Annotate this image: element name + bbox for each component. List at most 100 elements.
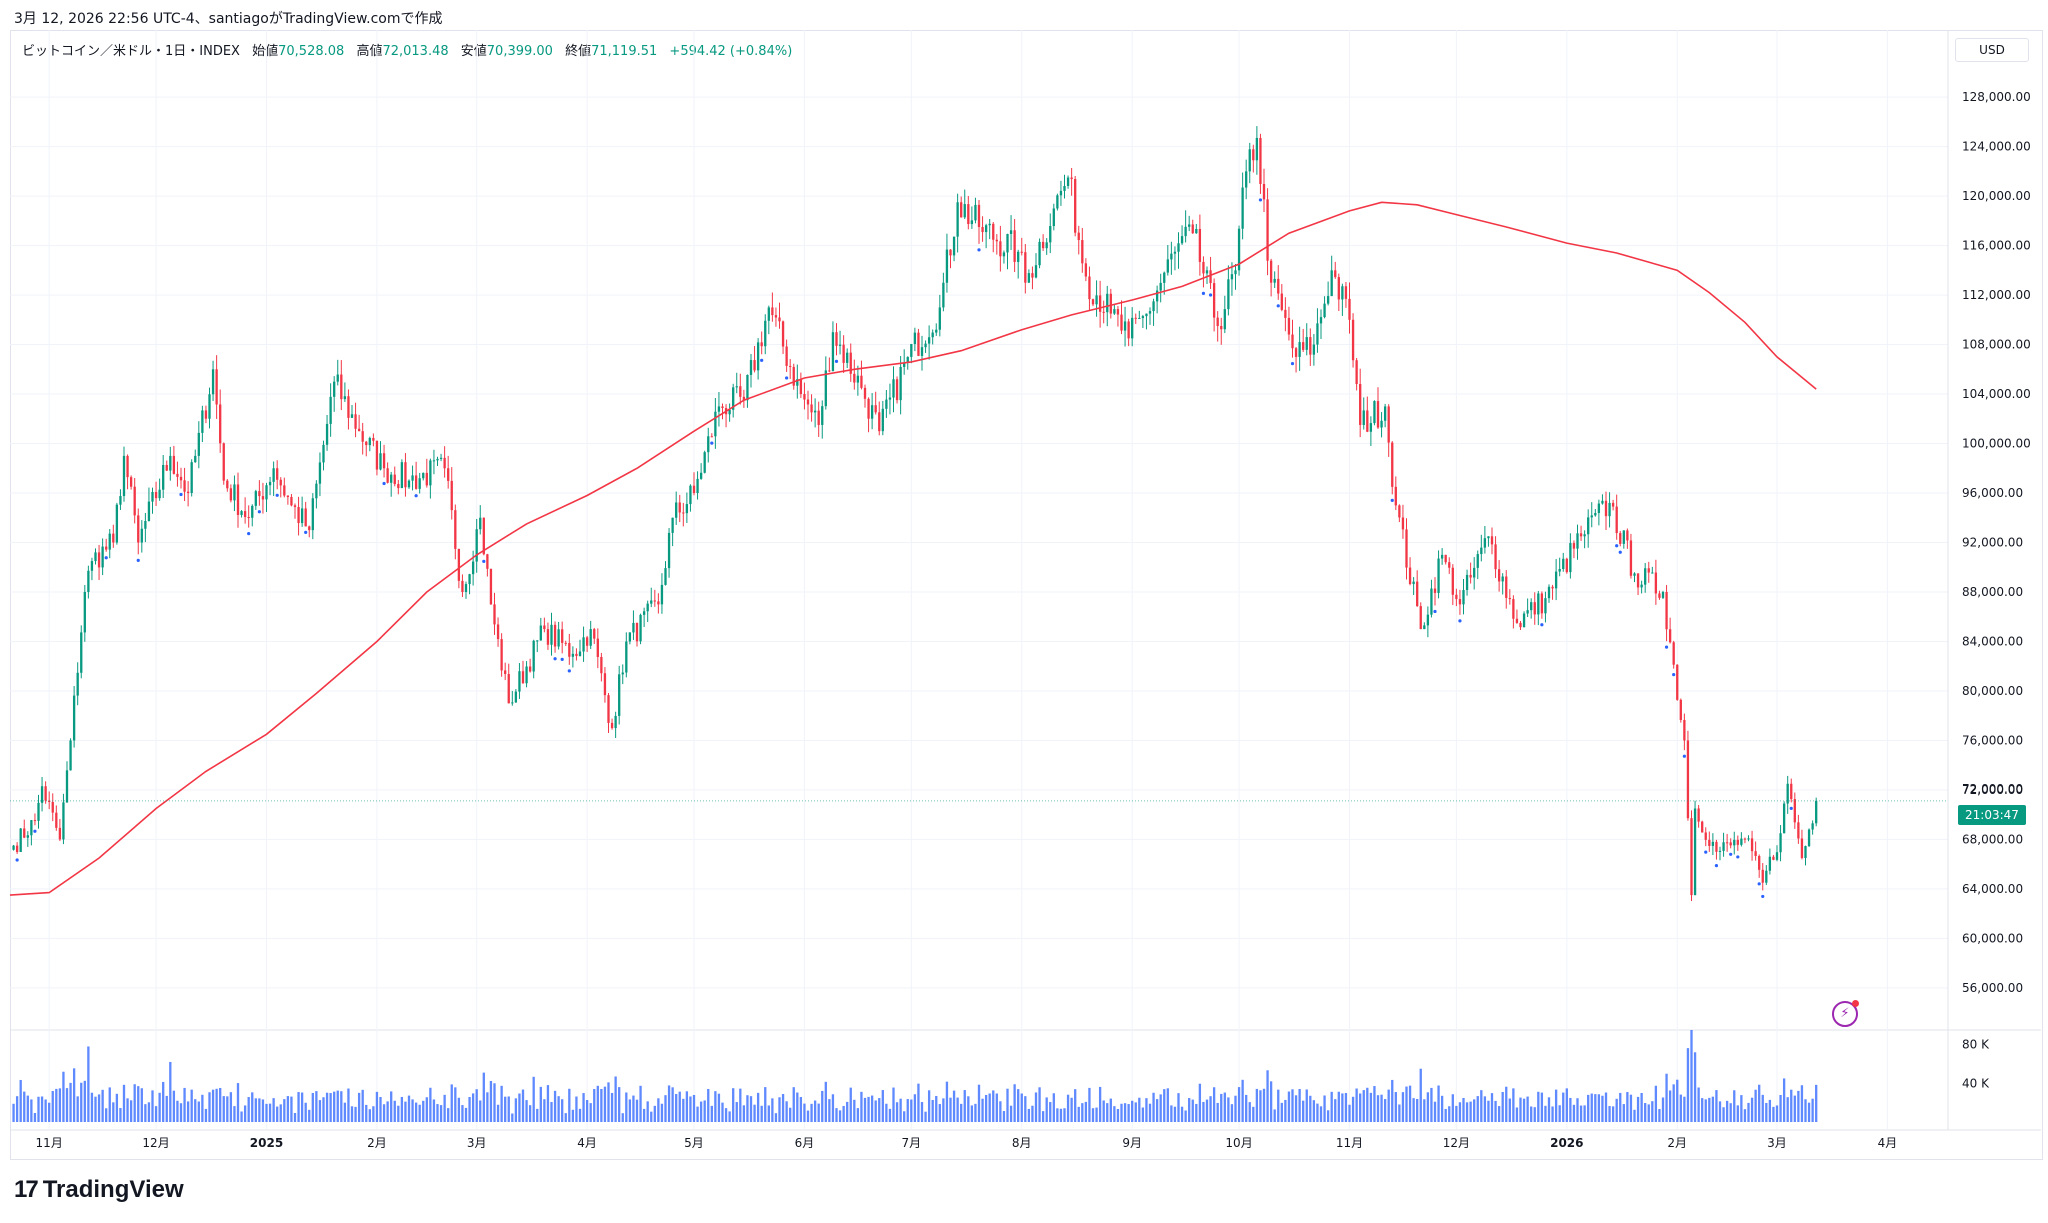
volume-bar — [603, 1086, 607, 1122]
candle-body — [1622, 530, 1625, 544]
volume-bar — [1440, 1095, 1444, 1122]
volume-bar — [379, 1096, 382, 1122]
volume-bar — [105, 1108, 108, 1122]
candle-body — [1066, 177, 1070, 186]
volume-bar — [347, 1088, 350, 1122]
candle-body — [390, 474, 393, 483]
candle-body — [1423, 625, 1426, 630]
signal-marker — [247, 532, 251, 536]
time-tick-label: 2月 — [367, 1136, 387, 1150]
volume-bar — [1782, 1078, 1786, 1122]
candle-body — [1501, 576, 1504, 582]
volume-bar — [981, 1098, 984, 1122]
price-tick-label: 116,000.00 — [1962, 239, 2031, 253]
candle-body — [1619, 533, 1622, 544]
volume-bar — [1191, 1099, 1194, 1122]
volume-bar — [261, 1099, 265, 1122]
candle-body — [1629, 540, 1633, 576]
volume-bar — [1793, 1095, 1796, 1122]
candle-body — [1743, 838, 1747, 840]
volume-bar — [1155, 1099, 1159, 1122]
price-tick-label: 76,000.00 — [1962, 733, 2023, 747]
candle-body — [1747, 838, 1750, 840]
candle-body — [243, 511, 247, 518]
candle-body — [290, 497, 293, 506]
candle-body — [1159, 282, 1162, 291]
volume-bar — [678, 1091, 681, 1122]
volume-bar — [475, 1089, 478, 1122]
volume-bar — [927, 1090, 931, 1122]
candle-body — [1052, 208, 1055, 227]
candle-body — [1198, 228, 1202, 262]
volume-bar — [1223, 1092, 1226, 1122]
candle-body — [575, 653, 578, 657]
volume-bar — [1077, 1106, 1080, 1122]
volume-bar — [1383, 1099, 1387, 1122]
volume-bar — [1098, 1086, 1102, 1122]
volume-bar — [1636, 1096, 1640, 1122]
volume-bar — [935, 1095, 938, 1122]
candle-body — [927, 337, 931, 344]
candle-body — [1401, 517, 1405, 530]
volume-bar — [1020, 1093, 1023, 1122]
volume-bar — [1654, 1085, 1658, 1122]
currency-button[interactable]: USD — [1955, 38, 2029, 62]
candle-body — [300, 508, 304, 524]
volume-bar — [219, 1087, 222, 1122]
volume-bar — [496, 1104, 500, 1122]
volume-bar — [1177, 1093, 1180, 1122]
candle-body — [1576, 533, 1579, 549]
candle-body — [1024, 252, 1027, 283]
candle-body — [984, 225, 988, 233]
candle-body — [1359, 384, 1362, 425]
volume-bar — [1611, 1106, 1615, 1122]
volume-bar — [824, 1081, 827, 1122]
symbol-title[interactable]: ビットコイン／米ドル・1日・INDEX — [22, 44, 240, 59]
candle-body — [23, 828, 26, 838]
volume-bar — [657, 1098, 660, 1122]
chart-frame — [10, 30, 2043, 1160]
candle-body — [1106, 293, 1109, 313]
candle-body — [411, 475, 414, 481]
signal-marker — [275, 493, 279, 497]
candle-body — [1544, 598, 1547, 614]
volume-bar — [133, 1084, 136, 1122]
volume-bar — [746, 1095, 749, 1122]
volume-bar — [1743, 1109, 1747, 1122]
lightning-icon[interactable]: ⚡ — [1832, 1000, 1859, 1027]
candle-body — [717, 406, 721, 412]
volume-bar — [1408, 1085, 1412, 1122]
candle-body — [764, 320, 767, 347]
volume-bar — [1369, 1092, 1373, 1122]
volume-bar — [1455, 1105, 1458, 1122]
candle-body — [1273, 278, 1276, 283]
volume-bar — [1547, 1097, 1551, 1122]
candle-body — [557, 629, 560, 647]
candle-body — [44, 786, 47, 801]
candle-body — [1804, 846, 1807, 858]
volume-bar — [1052, 1093, 1055, 1122]
volume-bar — [1323, 1095, 1326, 1122]
notification-dot — [1852, 1000, 1859, 1007]
volume-bar — [899, 1098, 902, 1122]
candle-body — [1736, 839, 1739, 845]
candle-body — [154, 491, 158, 499]
candle-body — [1754, 851, 1757, 856]
volume-bar — [1056, 1108, 1059, 1122]
candle-body — [222, 443, 225, 481]
price-tick-label: 60,000.00 — [1962, 931, 2023, 945]
volume-bar — [1113, 1106, 1116, 1122]
volume-bar — [1718, 1101, 1722, 1122]
volume-bar — [1601, 1095, 1604, 1122]
volume-bar — [226, 1096, 229, 1122]
volume-bar — [728, 1111, 731, 1122]
open-label: 始値 — [252, 44, 279, 59]
candle-body — [564, 642, 567, 644]
volume-bar — [1006, 1088, 1009, 1122]
time-tick-label: 5月 — [684, 1136, 704, 1150]
volume-bar — [860, 1091, 863, 1122]
volume-bar — [528, 1105, 532, 1122]
candle-body — [1540, 593, 1544, 614]
volume-bar — [283, 1099, 286, 1122]
